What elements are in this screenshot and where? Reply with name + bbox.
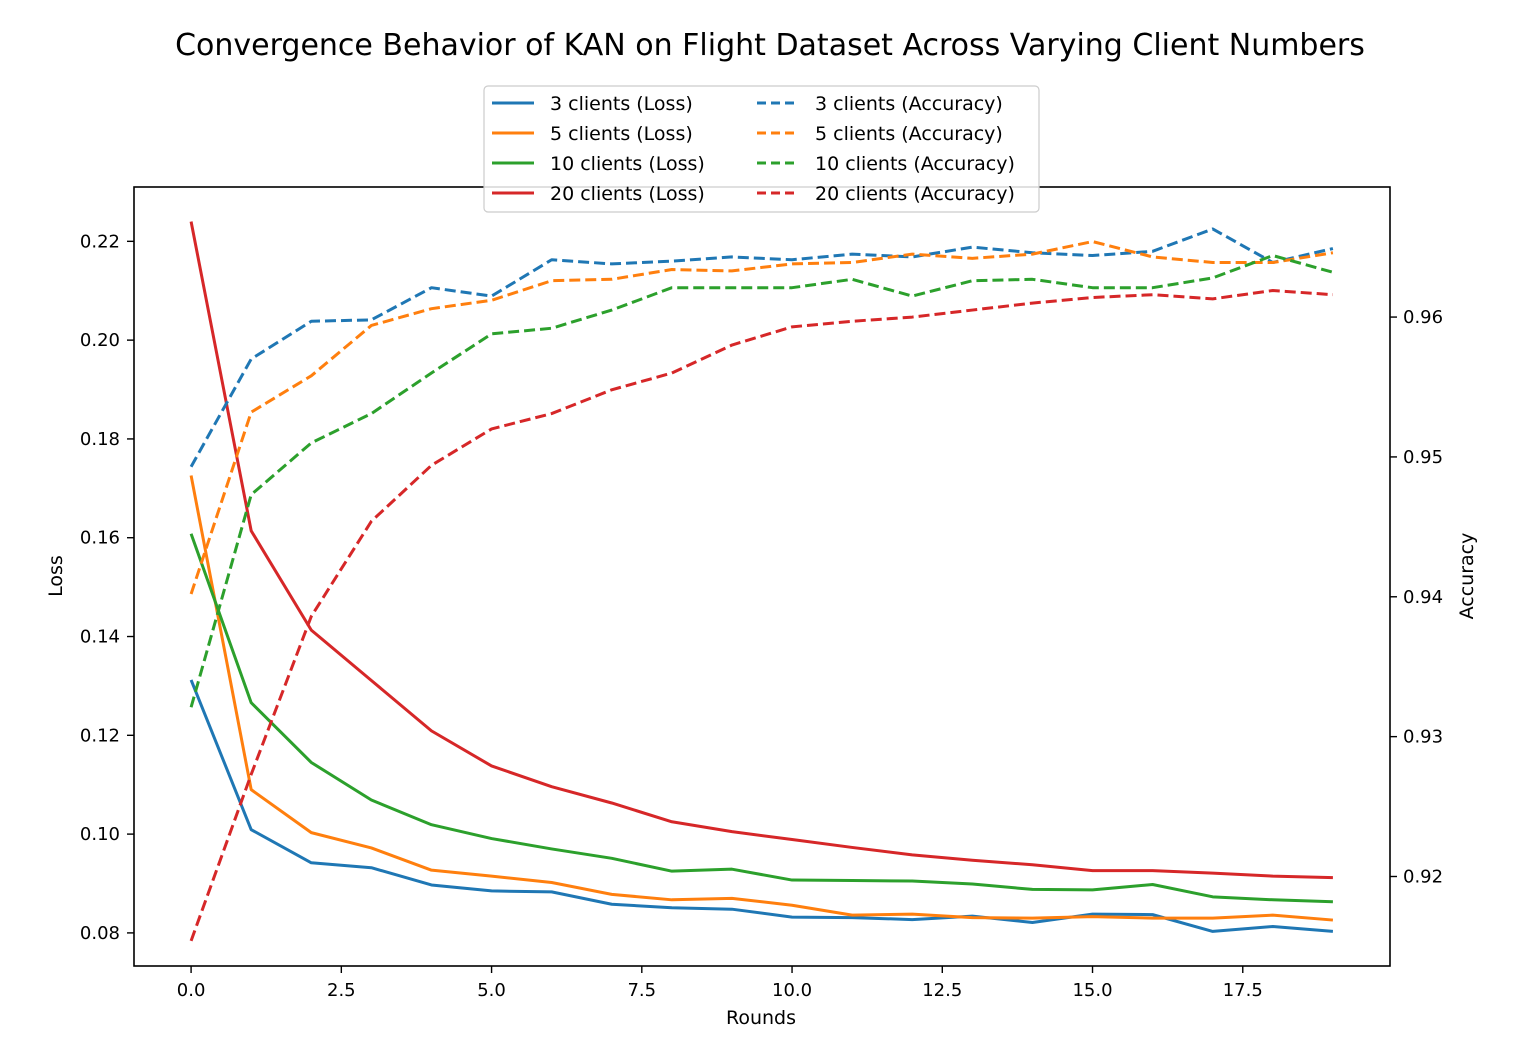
y-right-tick-label: 0.96 — [1403, 307, 1443, 328]
y-left-tick-label: 0.08 — [80, 923, 120, 944]
x-tick-label: 7.5 — [627, 980, 656, 1001]
x-tick-label: 17.5 — [1223, 980, 1263, 1001]
y-right-tick-label: 0.93 — [1403, 727, 1443, 748]
y-left-tick-label: 0.22 — [80, 231, 120, 252]
y-left-axis-label: Loss — [45, 555, 67, 597]
y-left-tick-label: 0.16 — [80, 528, 120, 549]
chart-title: Convergence Behavior of KAN on Flight Da… — [175, 28, 1365, 63]
y-left-tick-label: 0.20 — [80, 330, 120, 351]
y-left-tick-label: 0.12 — [80, 725, 120, 746]
legend-label-10-clients-accuracy: 10 clients (Accuracy) — [815, 153, 1015, 175]
y-right-tick-label: 0.92 — [1403, 866, 1443, 887]
series-line-10-clients-loss — [189, 533, 1333, 904]
y-right-axis-label: Accuracy — [1456, 533, 1478, 620]
x-tick-label: 5.0 — [477, 980, 506, 1001]
y-right-tick-label: 0.94 — [1403, 587, 1443, 608]
legend-label-20-clients-accuracy: 20 clients (Accuracy) — [815, 183, 1015, 205]
x-tick-label: 12.5 — [922, 980, 962, 1001]
x-tick-label: 0.0 — [177, 980, 206, 1001]
legend-label-5-clients-accuracy: 5 clients (Accuracy) — [815, 123, 1003, 145]
legend-label-10-clients-loss: 10 clients (Loss) — [550, 153, 705, 175]
x-axis-label: Rounds — [726, 1007, 796, 1029]
series-line-20-clients-loss — [189, 221, 1333, 880]
y-right-tick-label: 0.95 — [1403, 447, 1443, 468]
legend-box — [483, 85, 1040, 213]
x-tick-label: 15.0 — [1072, 980, 1112, 1001]
legend-label-3-clients-accuracy: 3 clients (Accuracy) — [815, 93, 1003, 115]
legend-label-5-clients-loss: 5 clients (Loss) — [550, 123, 693, 145]
legend-label-20-clients-loss: 20 clients (Loss) — [550, 183, 705, 205]
x-tick-label: 2.5 — [327, 980, 356, 1001]
series-line-3-clients-loss — [189, 679, 1334, 933]
series-line-5-clients-loss — [189, 475, 1334, 922]
legend-label-3-clients-loss: 3 clients (Loss) — [550, 93, 693, 115]
y-left-tick-label: 0.18 — [80, 429, 120, 450]
series-line-20-clients-accuracy — [189, 288, 1334, 942]
legend: 3 clients (Loss) 5 clients (Loss) 10 clien… — [483, 85, 1040, 213]
y-left-tick-label: 0.10 — [80, 824, 120, 845]
x-tick-label: 10.0 — [772, 980, 812, 1001]
y-left-tick-label: 0.14 — [80, 627, 120, 648]
series-line-3-clients-accuracy — [189, 227, 1334, 468]
plot-area: 0.0 2.5 5.0 7.5 10.0 12.5 15.0 17.5 0.08 0.10 0.12… — [80, 85, 1443, 1001]
series-line-10-clients-accuracy — [189, 254, 1334, 708]
series-line-5-clients-accuracy — [189, 240, 1334, 595]
